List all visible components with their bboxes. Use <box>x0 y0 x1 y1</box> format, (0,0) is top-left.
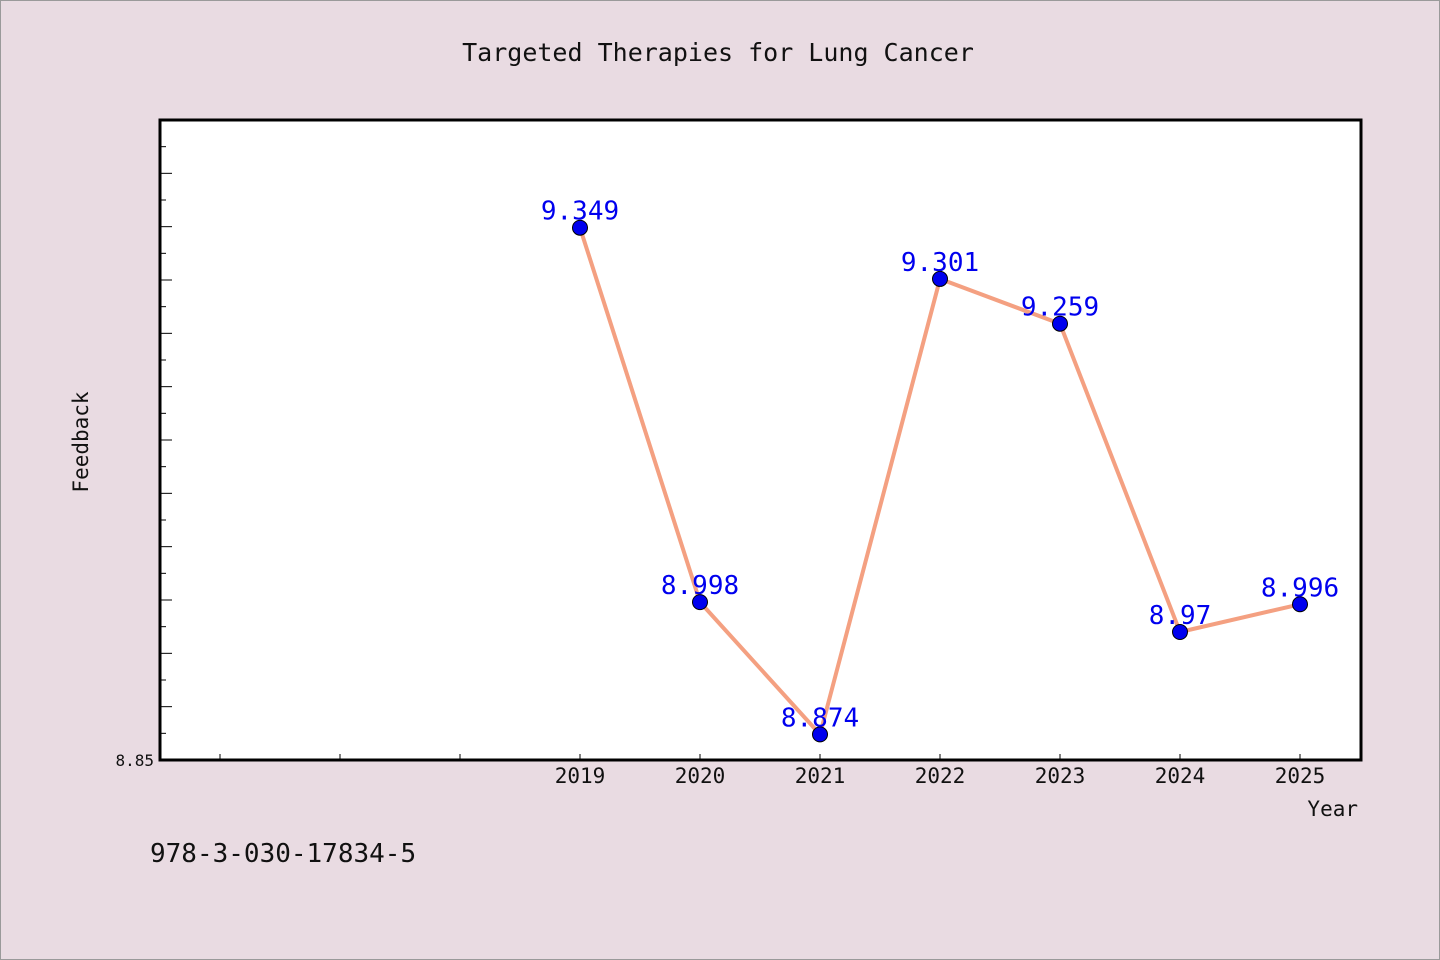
data-label-2025: 8.996 <box>1261 573 1339 603</box>
data-label-2020: 8.998 <box>661 571 739 601</box>
x-tick-label-2019: 2019 <box>555 764 606 788</box>
data-label-2021: 8.874 <box>781 703 859 733</box>
data-point-2020 <box>692 594 708 611</box>
data-point-2024 <box>1172 624 1188 640</box>
data-point-2022 <box>932 270 948 287</box>
x-tick-label-2024: 2024 <box>1155 764 1206 788</box>
isbn-text: 978-3-030-17834-5 <box>150 839 416 869</box>
chart-title: Targeted Therapies for Lung Cancer <box>462 38 974 67</box>
data-label-2023: 9.259 <box>1021 293 1099 323</box>
plot-area <box>160 120 1361 760</box>
x-tick-label-2025: 2025 <box>1275 764 1326 788</box>
y-tick-label-min: 8.85 <box>115 751 154 770</box>
x-axis-ticks: 2019 2020 2021 2022 2023 2024 2025 <box>219 754 1326 788</box>
x-axis-label: Year <box>1307 797 1358 821</box>
x-tick-label-2020: 2020 <box>675 764 726 788</box>
data-label-2022: 9.301 <box>901 248 979 278</box>
x-tick-label-2022: 2022 <box>915 764 966 788</box>
x-tick-label-2021: 2021 <box>795 764 846 788</box>
data-point-2023 <box>1052 315 1068 332</box>
series-group: 9.349 8.998 8.874 9.301 9.259 8.97 8.996 <box>541 197 1339 743</box>
data-point-2021 <box>812 726 828 743</box>
data-label-2019: 9.349 <box>541 197 619 227</box>
data-point-2019 <box>572 219 588 236</box>
plot-border <box>158 118 1363 762</box>
data-label-2024: 8.97 <box>1149 601 1212 631</box>
x-tick-label-2023: 2023 <box>1035 764 1086 788</box>
data-point-2025 <box>1292 596 1308 613</box>
y-axis-label: Feedback <box>69 391 93 493</box>
